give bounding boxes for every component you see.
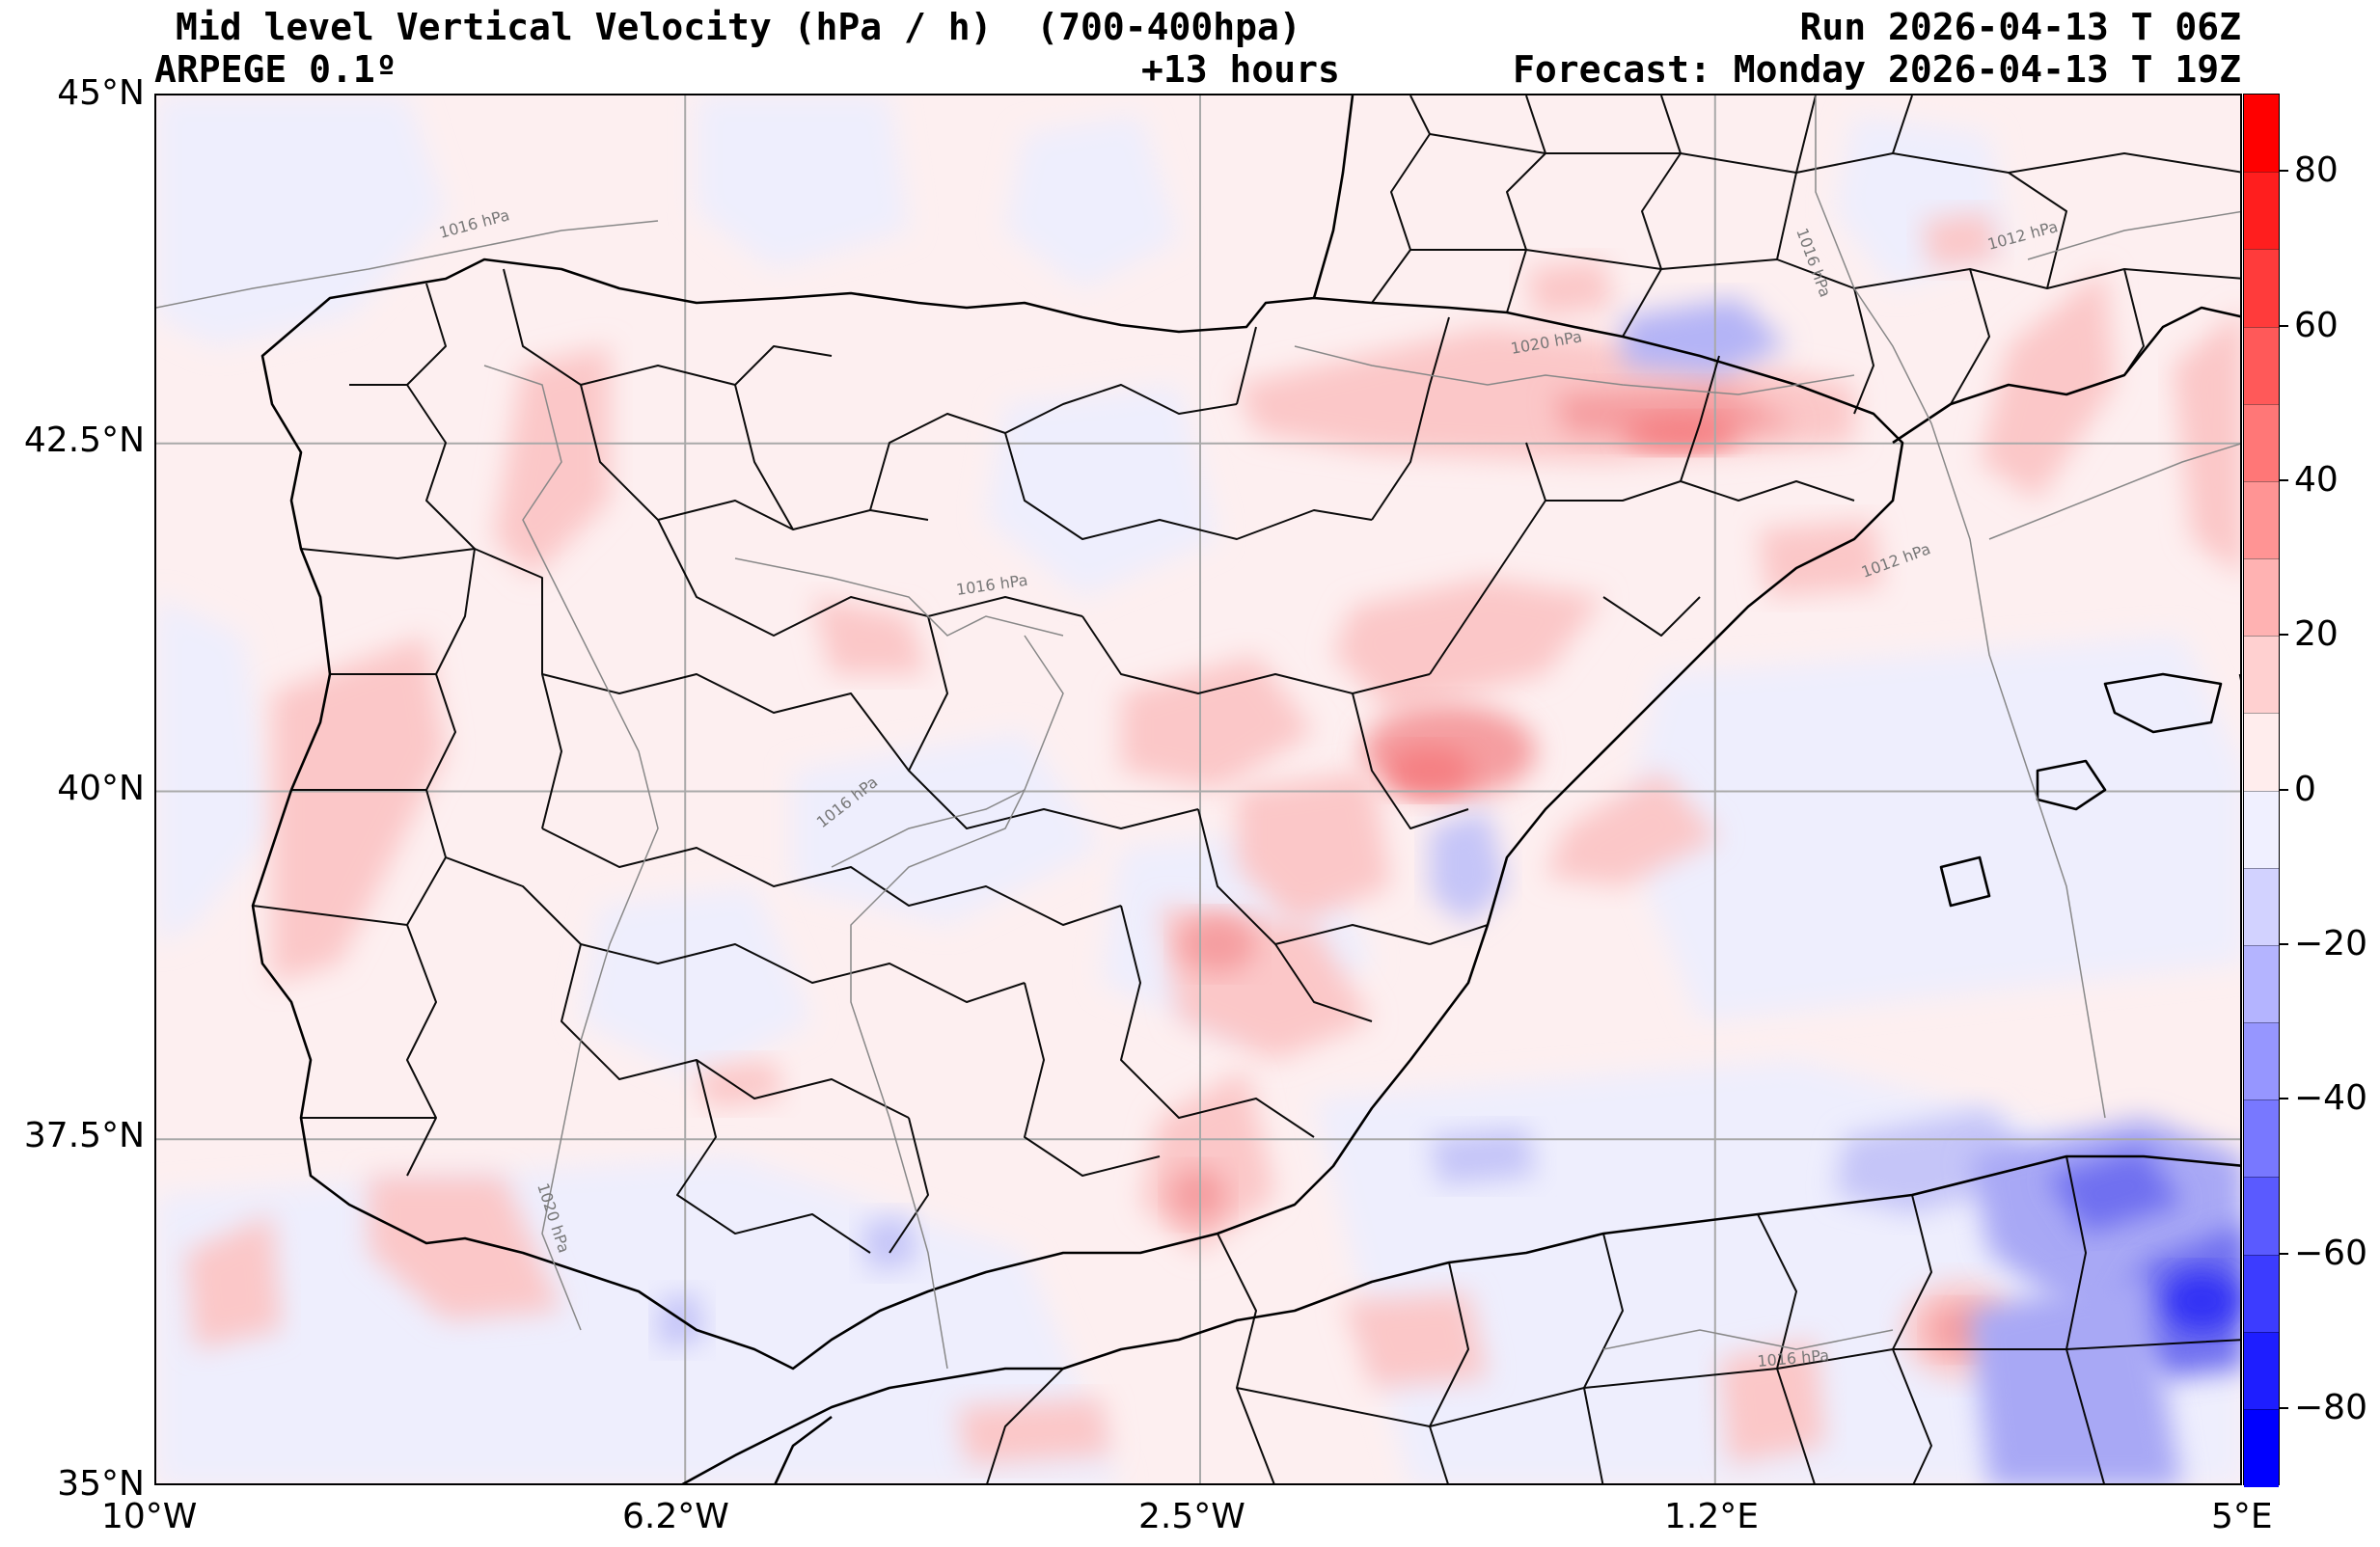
colorbar-tick bbox=[2280, 942, 2288, 945]
colorbar-segment bbox=[2244, 944, 2279, 1023]
colorbar-segment bbox=[2244, 867, 2279, 946]
lat-label: 42.5°N bbox=[23, 421, 145, 460]
run-time: Run 2026-04-13 T 06Z bbox=[1799, 6, 2241, 48]
graticule bbox=[156, 95, 2240, 1483]
colorbar-segment bbox=[2244, 1177, 2279, 1256]
lon-label: 1.2°E bbox=[1664, 1497, 1759, 1536]
colorbar-label: −60 bbox=[2294, 1233, 2367, 1273]
colorbar-segment bbox=[2244, 1022, 2279, 1101]
coastline bbox=[251, 95, 2240, 1483]
colorbar-segment bbox=[2244, 713, 2279, 792]
colorbar-label: 40 bbox=[2294, 459, 2339, 500]
colorbar-segment bbox=[2244, 790, 2279, 869]
colorbar-segment bbox=[2244, 558, 2279, 638]
colorbar-tick bbox=[2280, 478, 2288, 481]
colorbar-label: −80 bbox=[2294, 1387, 2367, 1427]
isobars bbox=[156, 95, 2240, 1370]
colorbar-label: −20 bbox=[2294, 923, 2367, 963]
colorbar-segment bbox=[2244, 1099, 2279, 1179]
colorbar-segment bbox=[2244, 1254, 2279, 1333]
colorbar-segment bbox=[2244, 1331, 2279, 1410]
isobar-label: 1016 hPa bbox=[955, 571, 1029, 599]
model-name: ARPEGE 0.1º bbox=[154, 48, 397, 91]
lead-time: +13 hours bbox=[1141, 48, 1340, 91]
admin-borders bbox=[252, 95, 2240, 1483]
isobar-label: 1016 hPa bbox=[437, 205, 511, 242]
lat-label: 45°N bbox=[57, 73, 145, 113]
colorbar-label: 20 bbox=[2294, 614, 2339, 655]
colorbar-tick bbox=[2280, 324, 2288, 327]
colorbar-segment bbox=[2244, 326, 2279, 405]
colorbar-segment bbox=[2244, 480, 2279, 559]
lat-label: 35°N bbox=[57, 1464, 145, 1504]
colorbar-segment bbox=[2244, 636, 2279, 715]
lon-label: 10°W bbox=[101, 1497, 198, 1536]
lat-label: 37.5°N bbox=[23, 1116, 145, 1155]
colorbar-segment bbox=[2244, 172, 2279, 251]
colorbar-tick bbox=[2280, 1252, 2288, 1255]
lon-label: 6.2°W bbox=[622, 1497, 729, 1536]
colorbar-tick bbox=[2280, 1098, 2288, 1100]
colorbar-tick bbox=[2280, 170, 2288, 173]
colorbar-segment bbox=[2244, 249, 2279, 328]
colorbar-segment bbox=[2244, 95, 2279, 174]
colorbar-tick bbox=[2280, 634, 2288, 637]
colorbar-tick bbox=[2280, 788, 2288, 791]
map-canvas: 1016 hPa 1020 hPa 1016 hPa 1016 hPa 1012… bbox=[156, 95, 2240, 1483]
lon-label: 5°E bbox=[2211, 1497, 2273, 1536]
velocity-field bbox=[156, 95, 2240, 1483]
colorbar-segment bbox=[2244, 1408, 2279, 1487]
colorbar-label: 60 bbox=[2294, 305, 2339, 345]
colorbar-tick bbox=[2280, 1406, 2288, 1409]
colorbar-segment bbox=[2244, 403, 2279, 482]
map-panel[interactable]: 1016 hPa 1020 hPa 1016 hPa 1016 hPa 1012… bbox=[154, 94, 2242, 1485]
colorbar-label: −40 bbox=[2294, 1078, 2367, 1119]
lon-label: 2.5°W bbox=[1138, 1497, 1245, 1536]
map-title: Mid level Vertical Velocity (hPa / h) (7… bbox=[176, 6, 1301, 48]
isobar-label: 1016 hPa bbox=[1792, 226, 1834, 300]
colorbar bbox=[2243, 94, 2280, 1487]
colorbar-label: 80 bbox=[2294, 150, 2339, 191]
lat-label: 40°N bbox=[57, 769, 145, 808]
forecast-time: Forecast: Monday 2026-04-13 T 19Z bbox=[1513, 48, 2241, 91]
colorbar-label: 0 bbox=[2294, 769, 2316, 809]
